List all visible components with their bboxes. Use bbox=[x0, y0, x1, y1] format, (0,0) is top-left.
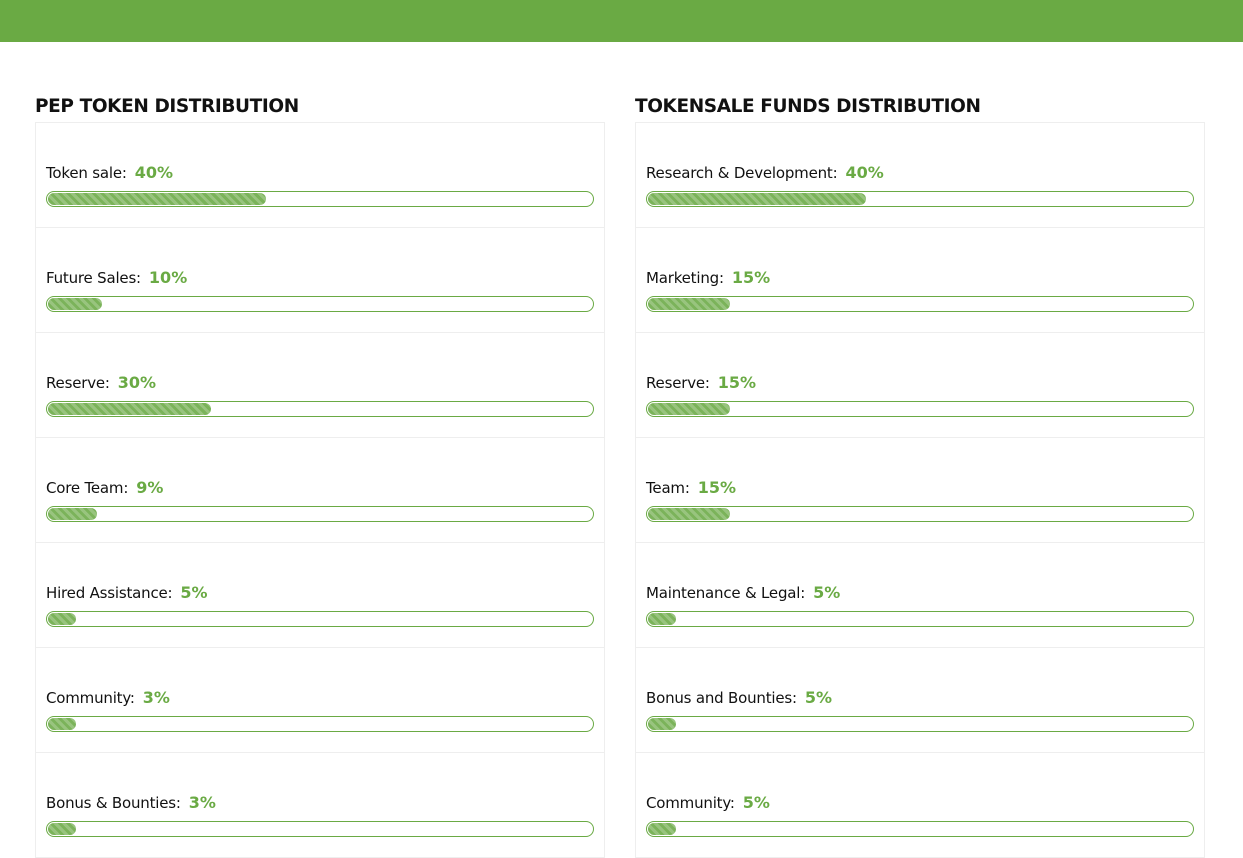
distribution-item-header: Core Team: 9% bbox=[46, 476, 594, 500]
top-header-bar bbox=[0, 0, 1243, 42]
distribution-item: Marketing: 15% bbox=[635, 227, 1205, 333]
distribution-item: Future Sales: 10% bbox=[35, 227, 605, 333]
distribution-item-label: Reserve: bbox=[646, 374, 710, 392]
distribution-item-label: Community: bbox=[646, 794, 735, 812]
distribution-item-percent: 15% bbox=[717, 373, 757, 392]
distribution-item-header: Future Sales: 10% bbox=[46, 266, 594, 290]
distribution-item: Research & Development: 40% bbox=[635, 122, 1205, 228]
distribution-item-header: Team: 15% bbox=[646, 476, 1194, 500]
distribution-item-label: Core Team: bbox=[46, 479, 129, 497]
distribution-item-label: Reserve: bbox=[46, 374, 110, 392]
distribution-item-header: Bonus and Bounties: 5% bbox=[646, 686, 1194, 710]
distribution-item-percent: 40% bbox=[845, 163, 884, 182]
progress-bar-track bbox=[46, 611, 594, 627]
progress-bar-track bbox=[646, 191, 1194, 207]
distribution-item-percent: 3% bbox=[142, 688, 170, 707]
distribution-item-header: Research & Development: 40% bbox=[646, 161, 1194, 185]
progress-bar-track bbox=[46, 716, 594, 732]
progress-bar-fill bbox=[648, 403, 730, 415]
tokensale-funds-distribution-section: TOKENSALE FUNDS DISTRIBUTION Research & … bbox=[635, 94, 1205, 858]
distribution-item-header: Community: 5% bbox=[646, 791, 1194, 815]
pep-token-distribution-list: Token sale: 40% Future Sales: 10% Reserve:… bbox=[35, 122, 605, 858]
progress-bar-track bbox=[46, 296, 594, 312]
distribution-item-header: Maintenance & Legal: 5% bbox=[646, 581, 1194, 605]
distribution-item: Team: 15% bbox=[635, 437, 1205, 543]
progress-bar-fill bbox=[648, 508, 730, 520]
distribution-item: Community: 5% bbox=[635, 752, 1205, 858]
distribution-item-header: Hired Assistance: 5% bbox=[46, 581, 594, 605]
distribution-item-label: Community: bbox=[46, 689, 135, 707]
distribution-item-header: Reserve: 30% bbox=[46, 371, 594, 395]
distribution-item: Reserve: 30% bbox=[35, 332, 605, 438]
distribution-item-label: Research & Development: bbox=[646, 164, 838, 182]
pep-token-distribution-title: PEP TOKEN DISTRIBUTION bbox=[35, 96, 299, 117]
progress-bar-track bbox=[46, 506, 594, 522]
distribution-item-header: Token sale: 40% bbox=[46, 161, 594, 185]
progress-bar-track bbox=[646, 506, 1194, 522]
progress-bar-fill bbox=[48, 508, 97, 520]
distribution-item: Community: 3% bbox=[35, 647, 605, 753]
distribution-item-percent: 5% bbox=[180, 583, 208, 602]
distribution-item-percent: 5% bbox=[813, 583, 841, 602]
distribution-item-percent: 10% bbox=[148, 268, 188, 287]
distribution-item-label: Bonus and Bounties: bbox=[646, 689, 797, 707]
tokensale-funds-distribution-title: TOKENSALE FUNDS DISTRIBUTION bbox=[635, 96, 981, 117]
progress-bar-track bbox=[46, 821, 594, 837]
distribution-item-label: Future Sales: bbox=[46, 269, 141, 287]
distribution-item-header: Bonus & Bounties: 3% bbox=[46, 791, 594, 815]
distribution-item: Token sale: 40% bbox=[35, 122, 605, 228]
distribution-item-label: Marketing: bbox=[646, 269, 724, 287]
distribution-item: Core Team: 9% bbox=[35, 437, 605, 543]
progress-bar-fill bbox=[648, 823, 676, 835]
tokensale-funds-distribution-list: Research & Development: 40% Marketing: 15%… bbox=[635, 122, 1205, 858]
distribution-item: Maintenance & Legal: 5% bbox=[635, 542, 1205, 648]
distribution-item-header: Marketing: 15% bbox=[646, 266, 1194, 290]
distribution-item-label: Hired Assistance: bbox=[46, 584, 173, 602]
distribution-item: Bonus & Bounties: 3% bbox=[35, 752, 605, 858]
distribution-item-percent: 3% bbox=[188, 793, 216, 812]
distribution-item-percent: 5% bbox=[742, 793, 770, 812]
progress-bar-track bbox=[646, 296, 1194, 312]
progress-bar-fill bbox=[648, 718, 676, 730]
progress-bar-track bbox=[646, 716, 1194, 732]
distribution-item-percent: 15% bbox=[731, 268, 771, 287]
distribution-item: Hired Assistance: 5% bbox=[35, 542, 605, 648]
distribution-item-percent: 15% bbox=[697, 478, 736, 497]
distribution-item-percent: 9% bbox=[136, 478, 164, 497]
distribution-item-header: Reserve: 15% bbox=[646, 371, 1194, 395]
distribution-item-label: Maintenance & Legal: bbox=[646, 584, 806, 602]
progress-bar-fill bbox=[648, 193, 866, 205]
distribution-item-label: Team: bbox=[646, 479, 690, 497]
progress-bar-fill bbox=[48, 403, 211, 415]
progress-bar-track bbox=[46, 191, 594, 207]
pep-token-distribution-section: PEP TOKEN DISTRIBUTION Token sale: 40% Fu… bbox=[35, 94, 605, 858]
progress-bar-track bbox=[46, 401, 594, 417]
distribution-item-header: Community: 3% bbox=[46, 686, 594, 710]
progress-bar-track bbox=[646, 821, 1194, 837]
progress-bar-track bbox=[646, 401, 1194, 417]
progress-bar-track bbox=[646, 611, 1194, 627]
distribution-item-percent: 40% bbox=[134, 163, 173, 182]
progress-bar-fill bbox=[48, 613, 76, 625]
progress-bar-fill bbox=[48, 298, 102, 310]
progress-bar-fill bbox=[48, 193, 266, 205]
distribution-item-percent: 5% bbox=[804, 688, 833, 707]
distribution-item-label: Bonus & Bounties: bbox=[46, 794, 181, 812]
progress-bar-fill bbox=[48, 718, 76, 730]
progress-bar-fill bbox=[648, 613, 676, 625]
distribution-item-percent: 30% bbox=[117, 373, 157, 392]
distribution-item-label: Token sale: bbox=[46, 164, 127, 182]
distribution-item: Reserve: 15% bbox=[635, 332, 1205, 438]
progress-bar-fill bbox=[648, 298, 730, 310]
distribution-item: Bonus and Bounties: 5% bbox=[635, 647, 1205, 753]
progress-bar-fill bbox=[48, 823, 76, 835]
